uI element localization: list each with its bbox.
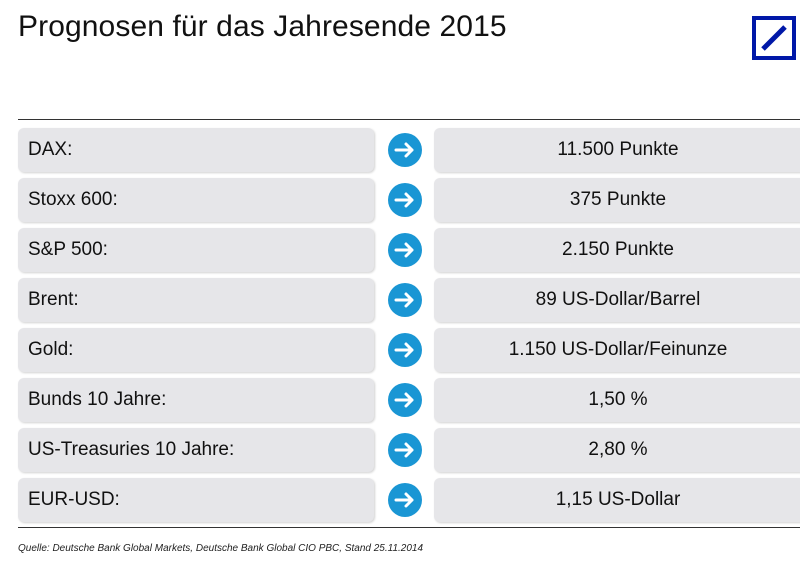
arrow-right-icon — [388, 483, 422, 517]
row-value: 2.150 Punkte — [562, 239, 674, 260]
row-label: Brent: — [28, 289, 79, 310]
row-value: 1,15 US-Dollar — [555, 489, 681, 510]
row-label-box: Brent: — [18, 278, 374, 322]
row-label: EUR-USD: — [28, 489, 120, 510]
row-label: Stoxx 600: — [28, 189, 118, 210]
arrow-right-icon — [388, 233, 422, 267]
deutsche-bank-logo — [752, 16, 796, 60]
row-label-box: Bunds 10 Jahre: — [18, 378, 374, 422]
row-value-box: 1,15 US-Dollar — [434, 478, 800, 522]
page-title: Prognosen für das Jahresende 2015 — [18, 10, 507, 43]
row-label: Gold: — [28, 339, 74, 360]
forecast-row-gold: Gold: 1.150 US-Dollar/Feinunze — [18, 328, 800, 372]
row-value-box: 1.150 US-Dollar/Feinunze — [434, 328, 800, 372]
top-divider — [18, 119, 800, 120]
arrow-right-icon — [388, 283, 422, 317]
row-label-box: Gold: — [18, 328, 374, 372]
forecast-row-us-treasuries-10: US-Treasuries 10 Jahre: 2,80 % — [18, 428, 800, 472]
row-label-box: S&P 500: — [18, 228, 374, 272]
row-value: 2,80 % — [588, 439, 648, 460]
row-value-box: 2,80 % — [434, 428, 800, 472]
forecast-table: DAX: 11.500 Punkte Stoxx 600: 375 Punkte… — [18, 128, 800, 528]
row-label-box: DAX: — [18, 128, 374, 172]
row-value-box: 375 Punkte — [434, 178, 800, 222]
row-value: 1,50 % — [588, 389, 648, 410]
row-label: Bunds 10 Jahre: — [28, 389, 167, 410]
row-value-box: 11.500 Punkte — [434, 128, 800, 172]
arrow-right-icon — [388, 133, 422, 167]
row-label-box: Stoxx 600: — [18, 178, 374, 222]
row-value: 11.500 Punkte — [557, 139, 679, 160]
forecast-row-sp-500: S&P 500: 2.150 Punkte — [18, 228, 800, 272]
forecast-row-dax: DAX: 11.500 Punkte — [18, 128, 800, 172]
arrow-right-icon — [388, 383, 422, 417]
row-value-box: 89 US-Dollar/Barrel — [434, 278, 800, 322]
forecast-row-brent: Brent: 89 US-Dollar/Barrel — [18, 278, 800, 322]
row-value-box: 1,50 % — [434, 378, 800, 422]
row-value: 89 US-Dollar/Barrel — [535, 289, 701, 310]
arrow-right-icon — [388, 333, 422, 367]
forecast-row-bunds-10: Bunds 10 Jahre: 1,50 % — [18, 378, 800, 422]
forecast-row-stoxx-600: Stoxx 600: 375 Punkte — [18, 178, 800, 222]
row-label: S&P 500: — [28, 239, 108, 260]
arrow-right-icon — [388, 433, 422, 467]
row-label-box: EUR-USD: — [18, 478, 374, 522]
source-note: Quelle: Deutsche Bank Global Markets, De… — [18, 543, 424, 554]
row-value-box: 2.150 Punkte — [434, 228, 800, 272]
row-label-box: US-Treasuries 10 Jahre: — [18, 428, 374, 472]
row-label: US-Treasuries 10 Jahre: — [28, 439, 235, 460]
row-label: DAX: — [28, 139, 73, 160]
row-value: 375 Punkte — [569, 189, 667, 210]
forecast-row-eur-usd: EUR-USD: 1,15 US-Dollar — [18, 478, 800, 522]
row-value: 1.150 US-Dollar/Feinunze — [508, 339, 728, 360]
bottom-divider — [18, 527, 800, 528]
arrow-right-icon — [388, 183, 422, 217]
